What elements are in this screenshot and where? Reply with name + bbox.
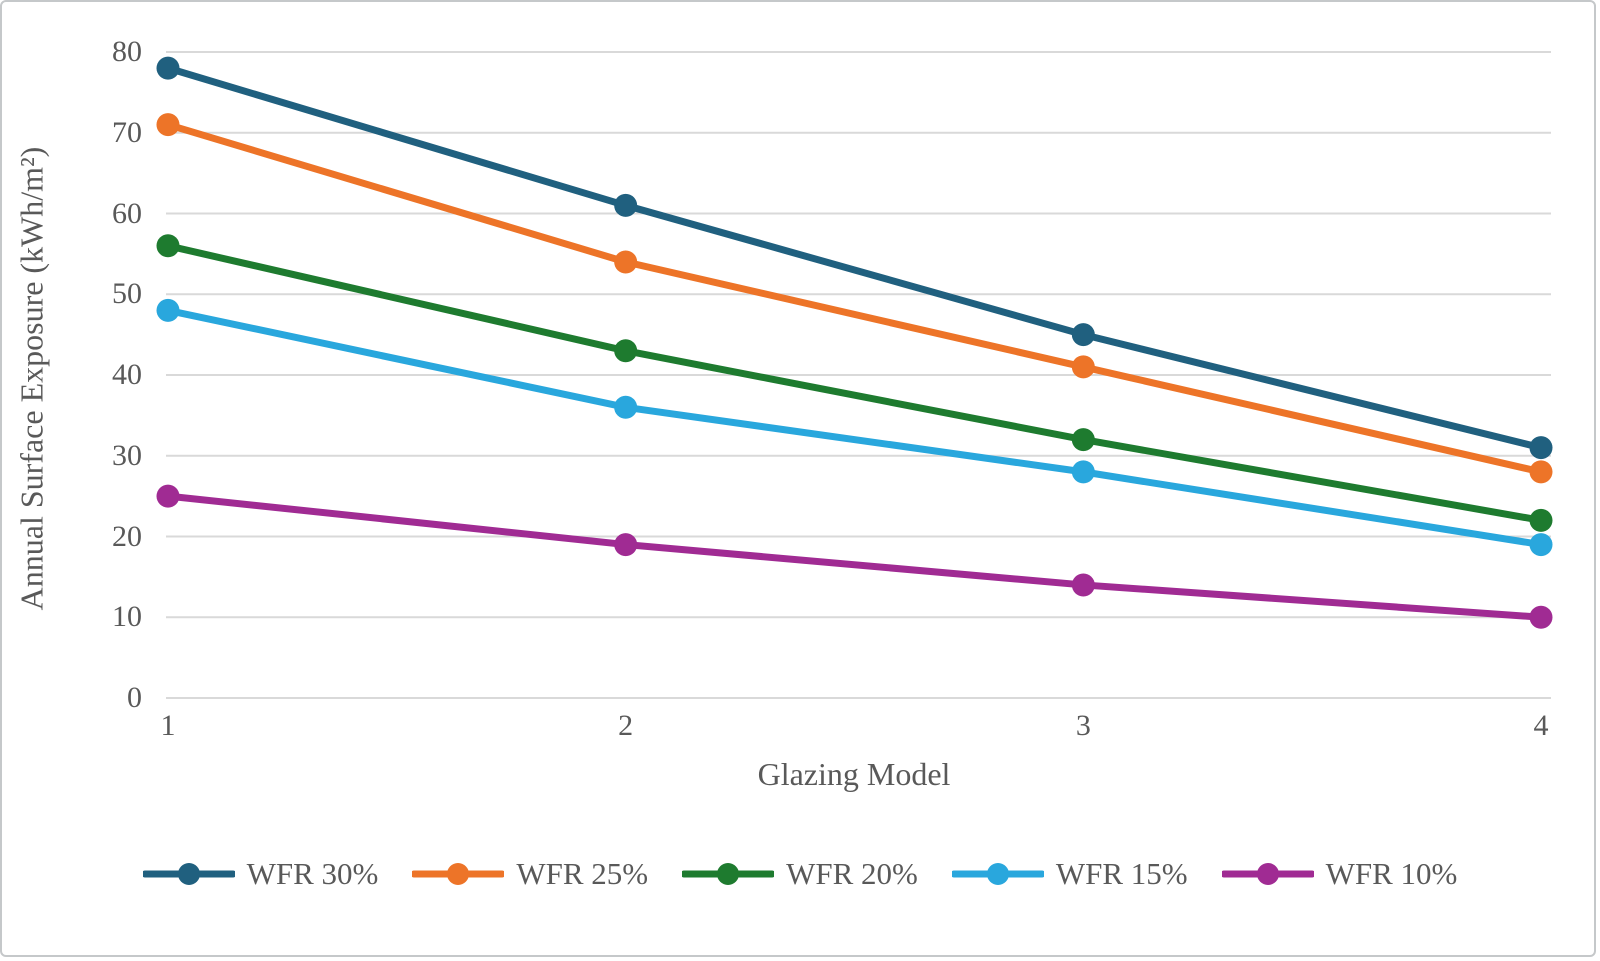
chart-legend: WFR 30% WFR 25% WFR 20% WFR 15% WFR 10% xyxy=(0,856,1600,892)
series-line-wfr-10 xyxy=(164,492,1545,621)
x-tick-label-4: 4 xyxy=(1533,709,1549,742)
legend-item-wfr-20: WFR 20% xyxy=(682,856,918,892)
data-point-wfr-20-x1 xyxy=(156,234,180,258)
legend-label: WFR 15% xyxy=(1055,856,1188,891)
data-point-wfr-25-x1 xyxy=(156,113,180,137)
series-line-wfr-15 xyxy=(164,306,1545,549)
y-axis-title: Annual Surface Exposure (kWh/m²) xyxy=(13,146,50,611)
data-point-wfr-10-x1 xyxy=(156,484,180,508)
y-tick-label-20: 20 xyxy=(112,519,142,553)
x-tick-label-2: 2 xyxy=(618,709,634,742)
legend-item-wfr-10: WFR 10% xyxy=(1221,856,1458,892)
data-point-wfr-15-x1 xyxy=(156,298,180,322)
series-line-wfr-20 xyxy=(164,242,1545,524)
legend-marker-icon xyxy=(142,863,235,885)
legend-item-wfr-15: WFR 15% xyxy=(951,856,1188,892)
series-line-wfr-25 xyxy=(164,121,1545,476)
data-point-wfr-30-x3 xyxy=(1071,323,1095,347)
data-point-wfr-25-x4 xyxy=(1529,460,1553,484)
x-tick-label-1: 1 xyxy=(160,709,176,742)
y-tick-label-50: 50 xyxy=(112,277,142,311)
y-tick-label-30: 30 xyxy=(112,438,142,472)
legend-label: WFR 10% xyxy=(1325,856,1458,891)
legend-label: WFR 30% xyxy=(246,856,379,891)
data-point-wfr-15-x4 xyxy=(1529,533,1553,557)
data-point-wfr-30-x2 xyxy=(614,193,638,217)
legend-item-wfr-30: WFR 30% xyxy=(142,856,379,892)
data-point-wfr-25-x2 xyxy=(614,250,638,274)
data-point-wfr-20-x2 xyxy=(614,339,638,363)
legend-marker-icon xyxy=(951,863,1044,885)
legend-item-wfr-25: WFR 25% xyxy=(412,856,648,892)
legend-marker-icon xyxy=(412,863,505,885)
legend-marker-icon xyxy=(682,863,775,885)
x-axis-title: Glazing Model xyxy=(757,756,951,792)
y-tick-label-80: 80 xyxy=(112,35,142,68)
data-point-wfr-30-x4 xyxy=(1529,436,1553,460)
y-tick-label-0: 0 xyxy=(127,681,142,714)
data-point-wfr-10-x2 xyxy=(614,533,638,557)
legend-label: WFR 25% xyxy=(516,856,649,891)
legend-label: WFR 20% xyxy=(786,856,918,891)
y-tick-label-70: 70 xyxy=(112,115,142,149)
data-point-wfr-20-x4 xyxy=(1529,508,1553,532)
data-point-wfr-15-x2 xyxy=(614,395,638,419)
data-point-wfr-30-x1 xyxy=(156,56,180,80)
y-tick-label-10: 10 xyxy=(112,600,142,634)
data-point-wfr-20-x3 xyxy=(1071,428,1095,452)
data-point-wfr-10-x4 xyxy=(1529,605,1553,629)
y-tick-label-40: 40 xyxy=(112,358,142,391)
data-point-wfr-25-x3 xyxy=(1071,355,1095,379)
data-point-wfr-15-x3 xyxy=(1071,460,1095,484)
x-tick-label-3: 3 xyxy=(1075,709,1091,742)
legend-marker-icon xyxy=(1221,863,1314,885)
series-line-wfr-30 xyxy=(164,64,1545,452)
y-tick-label-60: 60 xyxy=(112,196,142,230)
data-point-wfr-10-x3 xyxy=(1071,573,1095,597)
